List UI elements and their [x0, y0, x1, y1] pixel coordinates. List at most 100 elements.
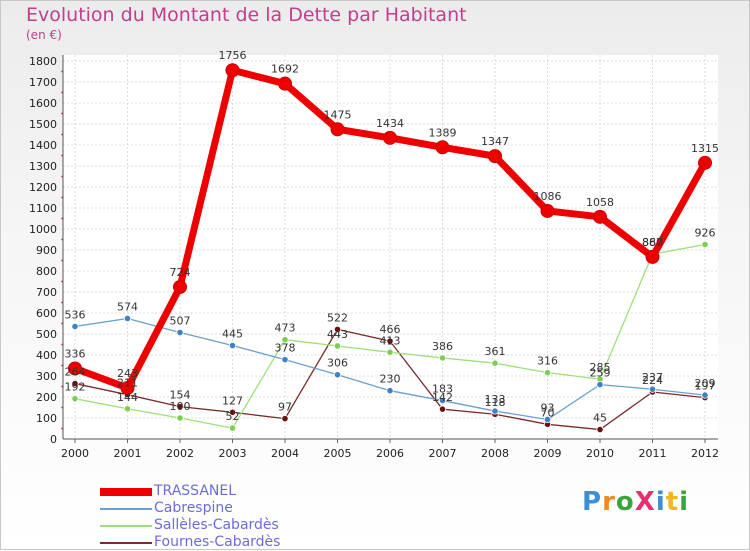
proxiti-logo: ProXiti — [582, 487, 690, 517]
legend-swatch — [100, 488, 152, 496]
point-trassanel — [68, 361, 82, 376]
y-minor-tick — [61, 196, 63, 199]
y-minor-tick — [61, 322, 63, 325]
point-salleles-cabardes — [123, 405, 132, 413]
y-tick-label: 1400 — [29, 139, 57, 152]
axes: 0 100 200 300 400 500 600 700 800 900 1000 1100 1200… — [29, 55, 719, 460]
series — [68, 63, 712, 434]
point-cabrespine — [176, 328, 184, 337]
data-label-trassanel: 1086 — [534, 190, 562, 203]
data-label-cabrespine: 237 — [642, 371, 663, 384]
point-trassanel — [173, 279, 187, 294]
data-label-cabrespine: 306 — [327, 357, 348, 370]
y-minor-tick — [61, 175, 63, 178]
point-fournes-cabardes — [228, 408, 237, 416]
point-trassanel — [698, 155, 712, 170]
data-label-cabrespine: 183 — [432, 383, 453, 396]
data-label-trassanel: 1475 — [324, 108, 352, 121]
legend-label: TRASSANEL — [154, 483, 237, 499]
point-salleles-cabardes — [333, 342, 342, 350]
point-trassanel — [435, 140, 450, 155]
y-minor-tick — [61, 238, 63, 241]
data-label-fournes-cabardes: 264 — [65, 366, 86, 379]
data-label-cabrespine: 93 — [541, 401, 555, 414]
point-salleles-cabardes — [438, 354, 447, 362]
data-label-cabrespine: 133 — [485, 393, 506, 406]
y-tick-label: 600 — [36, 307, 57, 320]
data-label-salleles-cabardes: 880 — [642, 236, 663, 249]
point-trassanel — [383, 130, 397, 145]
legend-label: Sallèles-Cabardès — [154, 517, 279, 533]
data-label-trassanel: 867 — [642, 236, 663, 249]
x-tick-label: 2004 — [271, 447, 299, 460]
x-tick-label: 2008 — [481, 447, 509, 460]
x-tick-label: 2010 — [586, 447, 614, 460]
y-tick-label: 300 — [36, 370, 57, 383]
data-label-salleles-cabardes: 386 — [432, 340, 453, 353]
point-cabrespine — [438, 396, 447, 405]
x-tick-label: 2012 — [691, 447, 719, 460]
point-trassanel — [488, 149, 502, 164]
x-tick-label: 2005 — [324, 447, 352, 460]
y-minor-tick — [61, 385, 63, 388]
y-minor-tick — [61, 70, 63, 73]
point-trassanel — [278, 76, 292, 91]
x-tick-label: 2006 — [376, 447, 404, 460]
data-label-salleles-cabardes: 52 — [226, 410, 240, 423]
point-cabrespine — [648, 385, 657, 393]
data-label-fournes-cabardes: 154 — [170, 389, 191, 402]
y-tick-label: 1800 — [29, 55, 57, 68]
y-tick-label: 1600 — [29, 97, 57, 110]
x-tick-label: 2009 — [534, 447, 562, 460]
y-tick-label: 400 — [36, 349, 57, 362]
legend-label: Fournes-Cabardès — [154, 534, 281, 550]
x-tick-label: 2003 — [219, 447, 247, 460]
y-minor-tick — [61, 217, 63, 220]
data-label-fournes-cabardes: 45 — [593, 412, 607, 425]
data-label-fournes-cabardes: 224 — [642, 374, 663, 387]
point-cabrespine — [491, 407, 499, 415]
chart-subtitle: (en €) — [26, 28, 62, 42]
point-salleles-cabardes — [71, 395, 79, 403]
point-fournes-cabardes — [281, 415, 289, 423]
x-tick-label: 2001 — [114, 447, 142, 460]
point-salleles-cabardes — [281, 336, 289, 344]
data-label-trassanel: 243 — [117, 367, 138, 380]
point-fournes-cabardes — [596, 425, 604, 434]
chart-title: Evolution du Montant de la Dette par Hab… — [26, 4, 467, 26]
grid — [63, 55, 718, 440]
data-label-salleles-cabardes: 413 — [380, 334, 401, 347]
y-tick-label: 1100 — [29, 202, 57, 215]
point-trassanel — [120, 380, 135, 395]
data-label-salleles-cabardes: 926 — [695, 227, 716, 240]
data-label-fournes-cabardes: 197 — [695, 380, 716, 393]
y-minor-tick — [61, 427, 63, 430]
y-tick-label: 1700 — [29, 76, 57, 89]
x-tick-label: 2011 — [639, 447, 667, 460]
data-label-salleles-cabardes: 443 — [327, 328, 348, 341]
data-label-cabrespine: 230 — [380, 373, 401, 386]
data-label-salleles-cabardes: 473 — [275, 322, 296, 335]
point-salleles-cabardes — [176, 414, 184, 422]
point-fournes-cabardes — [71, 379, 79, 388]
data-label-cabrespine: 574 — [117, 300, 138, 313]
data-label-salleles-cabardes: 316 — [537, 355, 558, 368]
point-salleles-cabardes — [701, 240, 709, 249]
data-label-salleles-cabardes: 144 — [117, 391, 138, 404]
data-label-trassanel: 1347 — [481, 135, 509, 148]
y-tick-label: 700 — [36, 286, 57, 299]
data-label-cabrespine: 507 — [170, 315, 191, 328]
point-cabrespine — [333, 371, 342, 379]
data-label-cabrespine: 378 — [275, 342, 296, 355]
y-tick-label: 0 — [50, 433, 57, 446]
data-label-fournes-cabardes: 522 — [327, 311, 348, 324]
point-cabrespine — [123, 314, 132, 323]
legend-swatch — [100, 525, 152, 527]
point-cabrespine — [228, 341, 237, 350]
data-label-cabrespine: 445 — [222, 328, 243, 341]
y-minor-tick — [61, 280, 63, 283]
y-minor-tick — [61, 133, 63, 136]
y-minor-tick — [61, 343, 63, 346]
data-label-trassanel: 1389 — [429, 126, 457, 139]
